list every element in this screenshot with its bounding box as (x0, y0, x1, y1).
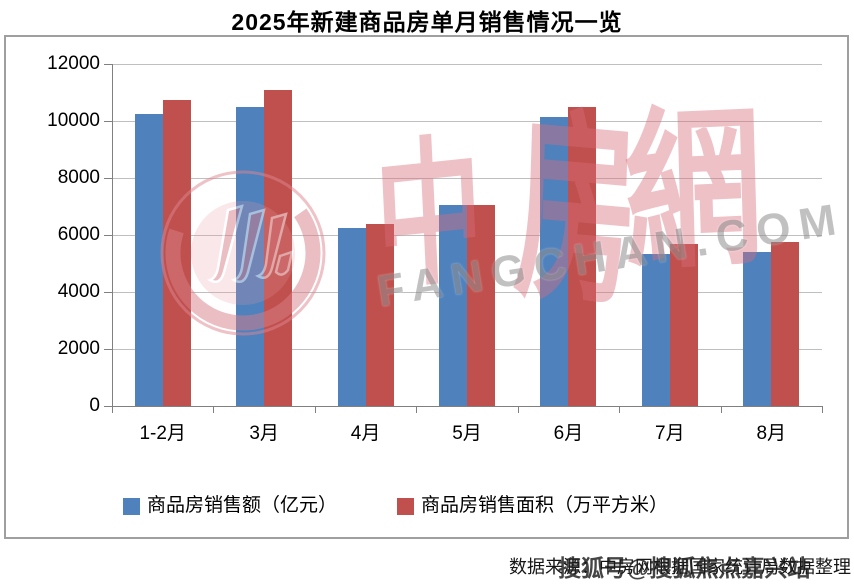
y-axis-tick-label: 12000 (47, 53, 100, 74)
bar-sales-area (568, 106, 597, 406)
y-axis-tick (104, 348, 112, 350)
x-axis-label: 8月 (756, 423, 787, 444)
y-axis-tick-label: 8000 (57, 167, 100, 188)
legend-item: 商品房销售面积（万平方米） (397, 495, 669, 517)
x-axis-tick (822, 406, 823, 413)
source-line: 数据来源：中房网根据国家统计局数据整理 搜狐号@搜狐焦点嘉兴站 (0, 545, 854, 585)
x-axis-tick (112, 406, 113, 413)
x-axis-label: 4月 (350, 423, 381, 444)
y-axis-line (112, 64, 113, 407)
x-axis-line (112, 406, 823, 407)
bar-sales-amount (439, 205, 467, 406)
y-gridline (112, 120, 822, 122)
y-axis-tick-label: 6000 (57, 224, 100, 245)
y-axis-tick (104, 405, 112, 407)
bar-sales-amount (743, 252, 772, 406)
bar-sales-amount (134, 113, 163, 406)
sohu-watermark-text: 搜狐号@搜狐焦点嘉兴站 (558, 555, 811, 581)
y-axis-tick-label: 10000 (47, 110, 100, 131)
bar-sales-area (669, 243, 698, 406)
x-axis-label: 7月 (655, 423, 685, 444)
y-axis-tick (104, 177, 112, 179)
x-axis-label: 5月 (452, 423, 482, 444)
legend-swatch-sales-amount-icon (123, 497, 140, 515)
legend-item: 商品房销售额（亿元） (123, 495, 338, 517)
x-axis-tick (720, 406, 722, 413)
chart-title: 2025年新建商品房单月销售情况一览 (231, 9, 623, 35)
x-axis-label: 1-2月 (139, 423, 186, 444)
bar-sales-amount (337, 227, 366, 406)
y-axis-tick (104, 234, 112, 236)
y-axis-tick (104, 63, 112, 65)
x-axis-tick (213, 406, 215, 413)
y-gridline (112, 63, 822, 65)
bar-sales-area (365, 223, 394, 406)
bar-sales-amount (641, 253, 670, 406)
bar-sales-amount (236, 106, 265, 406)
y-axis-tick-label: 4000 (57, 281, 100, 302)
bar-sales-amount (540, 116, 569, 406)
x-axis-tick (416, 406, 418, 413)
data-source-text: 数据来源：中房网根据国家统计局数据整理 (509, 557, 851, 577)
x-axis-tick (517, 406, 519, 413)
bar-sales-area (771, 242, 800, 406)
y-axis-tick-label: 0 (89, 395, 100, 416)
bar-sales-area (264, 89, 293, 406)
y-gridline (112, 177, 822, 179)
bar-sales-area (467, 205, 495, 406)
x-axis-tick (314, 406, 316, 413)
y-axis-tick (104, 120, 112, 122)
legend-label: 商品房销售额（亿元） (147, 495, 338, 516)
x-axis-label: 3月 (249, 423, 279, 444)
bar-sales-area (162, 99, 191, 406)
x-axis-tick (619, 406, 621, 413)
x-axis-label: 6月 (553, 423, 584, 444)
y-axis-tick-label: 2000 (57, 338, 100, 359)
legend-label: 商品房销售面积（万平方米） (421, 495, 669, 516)
y-axis-tick (104, 291, 112, 293)
legend-swatch-sales-area-icon (397, 497, 414, 515)
